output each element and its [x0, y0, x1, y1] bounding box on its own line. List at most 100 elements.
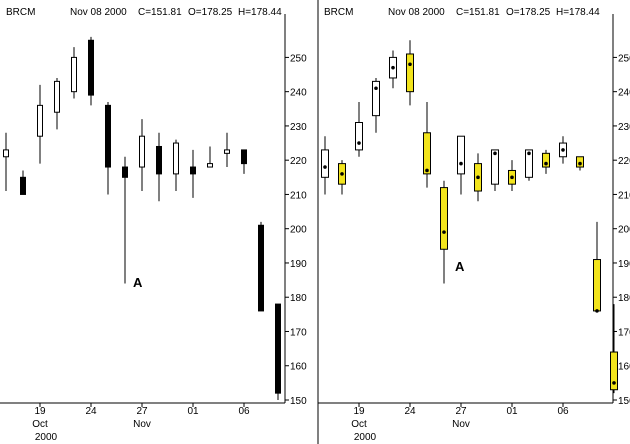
candle [406, 40, 414, 106]
candle-body-up [3, 149, 9, 158]
candle [105, 101, 111, 195]
candle [139, 119, 145, 192]
header-open: O=178.25 [506, 7, 551, 18]
close-dot [340, 172, 344, 176]
candle-body-down [88, 39, 94, 96]
candle [610, 304, 618, 394]
x-tick-label: 01 [187, 406, 199, 417]
candle-body-down [406, 53, 414, 93]
close-dot [442, 230, 446, 234]
month-label: Nov [133, 419, 151, 430]
candle [207, 146, 213, 168]
header-symbol: BRCM [324, 7, 353, 18]
candle-body-down [275, 303, 281, 394]
close-dot [510, 175, 514, 180]
header-close: C=151.81 [456, 7, 500, 18]
candle-body-down [610, 351, 618, 391]
close-dot [612, 381, 616, 385]
y-tick-label: 160 [618, 362, 630, 373]
y-tick-label: 180 [618, 293, 630, 304]
x-tick-label: 27 [136, 406, 148, 417]
y-tick-label: 170 [618, 327, 630, 338]
candle-body-down [440, 187, 448, 250]
annotation-label: A [133, 275, 143, 290]
y-tick-label: 150 [618, 396, 630, 407]
candle [576, 156, 584, 171]
candle-body-up [372, 80, 380, 117]
y-tick-label: 150 [290, 396, 307, 407]
x-tick-label: 06 [557, 406, 569, 417]
candle [423, 101, 431, 188]
candle-body-up [139, 135, 145, 168]
header-high: H=178.44 [556, 7, 600, 18]
year-label: 2000 [35, 432, 58, 443]
candle-body-down [542, 152, 550, 168]
candle-body-down [593, 259, 601, 312]
y-tick-label: 190 [290, 259, 307, 270]
candle-body-up [491, 149, 499, 185]
y-tick-label: 220 [618, 156, 630, 167]
candle [156, 132, 162, 202]
candle [491, 149, 499, 192]
close-dot [595, 309, 599, 313]
candle [355, 101, 363, 157]
candle [258, 221, 264, 312]
candle-body-up [37, 104, 43, 137]
header-date: Nov 08 2000 [388, 7, 445, 18]
header-high: H=178.44 [238, 7, 282, 18]
candle-body-down [190, 166, 196, 175]
candle [122, 156, 128, 284]
candle [54, 77, 60, 130]
candle-body-down [20, 176, 26, 195]
x-tick-label: 19 [34, 406, 46, 417]
candle [88, 36, 94, 106]
candle-body-down [423, 132, 431, 175]
close-dot [493, 151, 497, 156]
candle [474, 153, 482, 202]
close-dot [323, 165, 327, 169]
candle [321, 136, 329, 195]
candle-body-up [173, 142, 179, 175]
close-dot [578, 161, 582, 166]
month-label: Oct [32, 419, 48, 430]
candle [559, 136, 567, 164]
candle [389, 50, 397, 89]
candle-body-up [355, 122, 363, 151]
header-symbol: BRCM [6, 7, 35, 18]
annotation-label: A [455, 259, 465, 274]
y-tick-label: 200 [618, 225, 630, 236]
close-dot [408, 62, 412, 67]
candle [20, 170, 26, 195]
candle [372, 77, 380, 133]
close-dot [527, 151, 531, 156]
year-label: 2000 [354, 432, 377, 443]
candle-body-up [525, 149, 533, 178]
candle [71, 47, 77, 99]
header-date: Nov 08 2000 [70, 7, 127, 18]
candle [275, 303, 281, 400]
candle [241, 149, 247, 174]
candle-body-down [241, 149, 247, 165]
candle-body-down [122, 166, 128, 178]
candle [173, 139, 179, 192]
candle [593, 221, 601, 313]
y-tick-label: 190 [618, 259, 630, 270]
y-tick-label: 210 [290, 190, 307, 201]
y-tick-label: 250 [618, 53, 630, 64]
candle-body-up [207, 163, 213, 168]
y-tick-label: 200 [290, 225, 307, 236]
x-tick-label: 01 [506, 406, 518, 417]
candle-body-down [258, 224, 264, 312]
close-dot [459, 161, 463, 166]
candle [338, 160, 346, 195]
candle [37, 84, 43, 164]
candle-body-up [457, 135, 465, 175]
y-tick-label: 240 [618, 88, 630, 99]
close-dot [425, 168, 429, 173]
candle [525, 149, 533, 181]
header-close: C=151.81 [138, 7, 182, 18]
candle [440, 180, 448, 284]
y-tick-label: 160 [290, 362, 307, 373]
header-open: O=178.25 [188, 7, 233, 18]
